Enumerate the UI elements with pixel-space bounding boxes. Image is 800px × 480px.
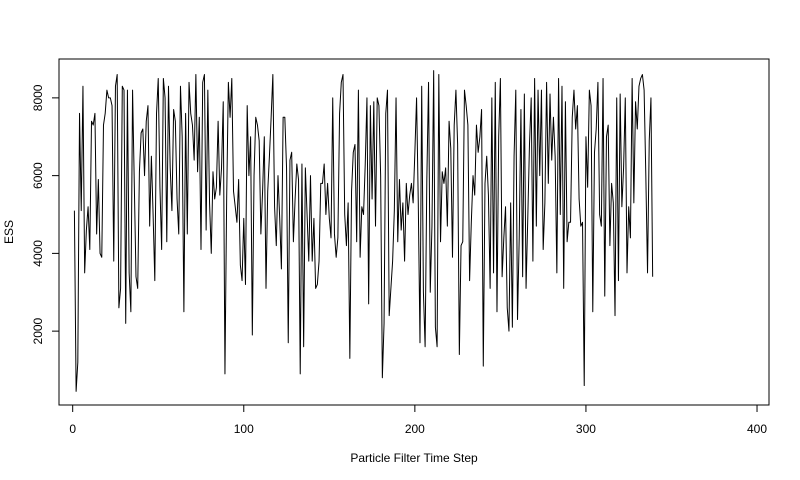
x-axis: 0 100 200 300 400 (69, 404, 767, 436)
x-tick-label: 200 (405, 422, 425, 436)
series-line-ess (73, 70, 654, 392)
x-tick-label: 100 (234, 422, 254, 436)
x-tick-label: 400 (747, 422, 767, 436)
y-axis: 2000 4000 6000 8000 (31, 84, 60, 344)
y-tick-label: 6000 (31, 162, 45, 189)
y-tick-label: 8000 (31, 84, 45, 111)
y-tick-label: 2000 (31, 317, 45, 344)
x-tick-label: 0 (69, 422, 76, 436)
y-tick-label: 4000 (31, 240, 45, 267)
x-axis-title: Particle Filter Time Step (350, 451, 478, 465)
y-axis-title: ESS (2, 220, 16, 244)
x-tick-label: 300 (576, 422, 596, 436)
